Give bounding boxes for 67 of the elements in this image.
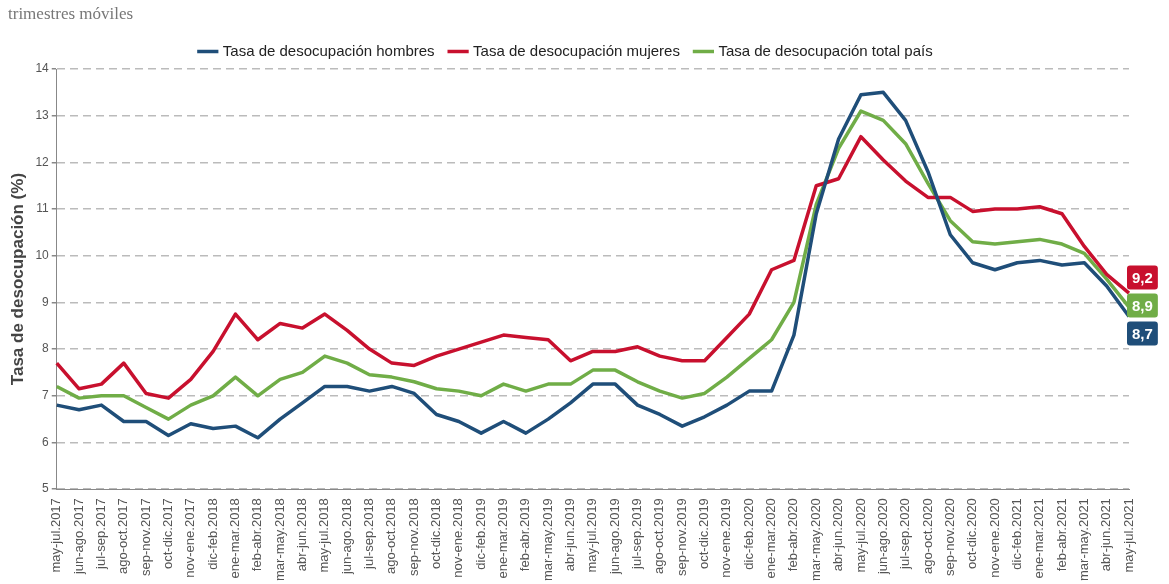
x-tick-label: oct-dic.2020 bbox=[964, 498, 980, 569]
x-tick-label: jul-sep.2019 bbox=[629, 498, 645, 570]
x-tick-label: oct-dic.2017 bbox=[160, 498, 176, 569]
y-tick-label: 11 bbox=[36, 201, 50, 216]
y-tick-label: 9 bbox=[42, 294, 50, 309]
y-tick-label: 6 bbox=[42, 434, 50, 449]
x-tick-label: ago-oct.2017 bbox=[115, 498, 131, 575]
x-tick-label: dic-feb.2021 bbox=[1008, 498, 1024, 570]
y-tick-label: 13 bbox=[35, 108, 50, 122]
y-tick-label: 5 bbox=[42, 481, 50, 496]
x-tick-label: mar-may.2019 bbox=[539, 498, 555, 581]
x-tick-label: abr-jun.2019 bbox=[562, 498, 578, 572]
x-tick-label: may-jul.2017 bbox=[48, 498, 64, 573]
x-tick-label: feb-abr.2018 bbox=[249, 498, 265, 572]
x-tick-label: ene-mar.2019 bbox=[495, 498, 511, 579]
y-tick-label: 12 bbox=[35, 154, 50, 169]
y-tick-label: 14 bbox=[35, 61, 50, 76]
x-tick-label: jun-ago.2020 bbox=[874, 498, 890, 576]
x-tick-label: may-jul.2020 bbox=[852, 498, 868, 573]
x-tick-label: mar-may.2020 bbox=[807, 498, 823, 581]
x-tick-label: nov-ene.2017 bbox=[182, 498, 198, 578]
x-tick-label: jun-ago.2017 bbox=[70, 498, 86, 576]
x-tick-label: feb-abr.2021 bbox=[1053, 498, 1069, 572]
x-tick-label: dic-feb.2018 bbox=[204, 498, 220, 570]
x-tick-label: dic-feb.2020 bbox=[740, 498, 756, 570]
x-tick-label: abr-jun.2018 bbox=[294, 498, 310, 572]
x-tick-label: ene-mar.2021 bbox=[1031, 498, 1047, 579]
x-tick-label: jun-ago.2019 bbox=[606, 498, 622, 576]
x-tick-label: sep-nov.2018 bbox=[405, 498, 421, 576]
legend-label: Tasa de desocupación hombres bbox=[222, 41, 435, 59]
x-tick-label: abr-jun.2020 bbox=[830, 498, 846, 572]
x-tick-label: dic-feb.2019 bbox=[472, 498, 488, 570]
x-tick-label: sep-nov.2019 bbox=[673, 498, 689, 576]
x-tick-label: sep-nov.2020 bbox=[941, 498, 957, 576]
x-tick-label: mar-may.2018 bbox=[271, 498, 287, 581]
x-tick-label: may-jul.2021 bbox=[1120, 498, 1136, 573]
x-tick-label: jul-sep.2020 bbox=[897, 498, 913, 570]
x-tick-label: may-jul.2018 bbox=[316, 498, 332, 573]
x-tick-label: may-jul.2019 bbox=[584, 498, 600, 573]
x-tick-label: ene-mar.2020 bbox=[763, 498, 779, 579]
legend-label: Tasa de desocupación mujeres bbox=[473, 41, 680, 59]
x-tick-label: ago-oct.2018 bbox=[383, 498, 399, 575]
data-label: 8,7 bbox=[1132, 324, 1153, 342]
data-label: 8,9 bbox=[1132, 296, 1153, 314]
x-tick-label: nov-ene.2018 bbox=[450, 498, 466, 578]
y-tick-label: 7 bbox=[42, 388, 50, 403]
x-tick-label: feb-abr.2019 bbox=[517, 498, 533, 572]
x-tick-label: oct-dic.2019 bbox=[696, 498, 712, 569]
y-axis-title: Tasa de desocupación (%) bbox=[7, 172, 27, 386]
x-tick-label: nov-ene.2020 bbox=[986, 498, 1002, 578]
legend-label: Tasa de desocupación total país bbox=[718, 41, 933, 59]
x-tick-label: jul-sep.2018 bbox=[361, 498, 377, 570]
x-tick-label: jun-ago.2018 bbox=[338, 498, 354, 576]
x-tick-label: jul-sep.2017 bbox=[93, 498, 108, 570]
data-label: 9,2 bbox=[1132, 268, 1153, 286]
x-tick-label: mar-may.2021 bbox=[1075, 498, 1091, 581]
x-tick-label: feb-abr.2020 bbox=[785, 498, 801, 572]
x-tick-label: nov-ene.2019 bbox=[718, 498, 734, 578]
chart-title: trimestres móviles bbox=[7, 3, 135, 25]
x-tick-label: ago-oct.2020 bbox=[919, 498, 935, 575]
x-tick-label: sep-nov.2017 bbox=[137, 498, 153, 576]
y-tick-label: 8 bbox=[42, 341, 50, 356]
x-tick-label: abr-jun.2021 bbox=[1098, 498, 1114, 572]
x-tick-label: ene-mar.2018 bbox=[227, 498, 243, 579]
x-tick-label: ago-oct.2019 bbox=[651, 498, 667, 575]
y-tick-label: 10 bbox=[35, 248, 50, 263]
x-tick-label: oct-dic.2018 bbox=[428, 498, 444, 569]
